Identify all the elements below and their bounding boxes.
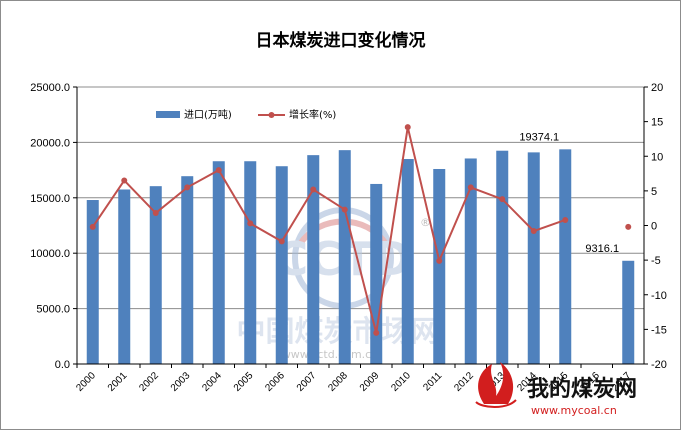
x-tick-label: 2004 [200,370,224,394]
point-2005 [247,220,254,227]
left-tick-label: 0.0 [55,359,70,371]
x-tick-label: 2010 [389,370,413,394]
right-tick-label: -20 [651,359,667,371]
bar-2014 [527,152,540,364]
legend-line-marker [268,112,275,118]
registered-mark: ® [420,216,431,229]
left-tick-label: 20000.0 [30,137,70,149]
data-labels: 19374.1 9316.1 [519,131,619,254]
x-tick-label: 2006 [263,370,287,394]
bar-2017 [622,260,635,364]
point-2004 [215,167,222,174]
badge-title: 我的煤炭网 [527,376,637,402]
watermark-site-url: www.cctd.com.cn [282,348,378,361]
point-2006 [278,238,285,245]
x-tick-label: 2001 [106,370,130,394]
left-tick-label: 15000.0 [30,193,70,205]
right-tick-label: 15 [651,117,663,129]
point-2014 [530,228,537,235]
right-tick-label: -10 [651,290,667,302]
point-2007 [310,186,317,193]
right-tick-label: 10 [651,151,663,163]
point-2009 [373,329,380,336]
chart-title: 日本煤炭进口变化情况 [255,31,426,51]
x-tick-label: 2008 [326,370,350,394]
point-2010 [404,124,411,131]
mycoal-badge: 我的煤炭网 www.mycoal.cn [475,362,637,417]
data-label-2015: 19374.1 [519,131,559,143]
x-tick-label: 2012 [452,370,476,394]
point-2017 [625,223,632,230]
growth-rate-line [89,124,632,336]
right-tick-label: 0 [651,221,657,233]
point-2003 [184,184,191,191]
left-tick-label: 25000.0 [30,82,70,94]
bar-2007 [307,155,320,364]
legend-bar-swatch [156,111,180,118]
x-tick-label: 2011 [421,370,444,393]
bar-2015 [559,149,572,364]
flame-swoosh-icon [475,399,517,408]
x-tick-label: 2005 [232,370,256,394]
x-tick-label: 2009 [358,370,382,394]
legend-bar-label: 进口(万吨) [184,108,232,121]
gridlines [77,86,644,310]
x-tick-label: 2002 [137,370,161,394]
bar-2002 [149,186,162,364]
point-2011 [436,257,443,264]
bar-2001 [118,189,131,364]
point-2001 [121,177,128,184]
right-tick-label: 5 [651,186,657,198]
right-tick-label: 20 [651,82,663,94]
point-2002 [152,210,159,217]
bar-2008 [338,150,351,364]
left-tick-label: 10000.0 [30,248,70,260]
point-2012 [467,184,474,191]
bar-2009 [370,183,383,364]
right-tick-label: -15 [651,324,667,336]
point-2008 [341,206,348,213]
bar-2010 [401,159,414,364]
flame-icon [478,362,514,404]
bar-2013 [496,150,509,364]
x-tick-label: 2000 [74,370,98,394]
right-tick-label: -5 [651,255,661,267]
point-2000 [89,223,96,230]
legend: 进口(万吨) 增长率(%) [156,108,336,121]
x-tick-label: 2007 [295,370,319,394]
bar-2011 [433,168,446,364]
bar-2006 [275,166,288,364]
bar-2005 [244,161,257,364]
bar-2000 [86,200,99,364]
bar-2003 [181,176,194,364]
growth-rate-segment [91,126,566,334]
legend-line-label: 增长率(%) [289,108,336,121]
data-label-2017: 9316.1 [585,243,619,255]
left-tick-label: 5000.0 [36,304,70,316]
bar-2012 [464,158,477,364]
point-2013 [499,196,506,203]
x-tick-label: 2003 [169,370,193,394]
badge-url: www.mycoal.cn [531,404,617,417]
point-2015 [562,216,569,223]
bar-2004 [212,161,225,364]
